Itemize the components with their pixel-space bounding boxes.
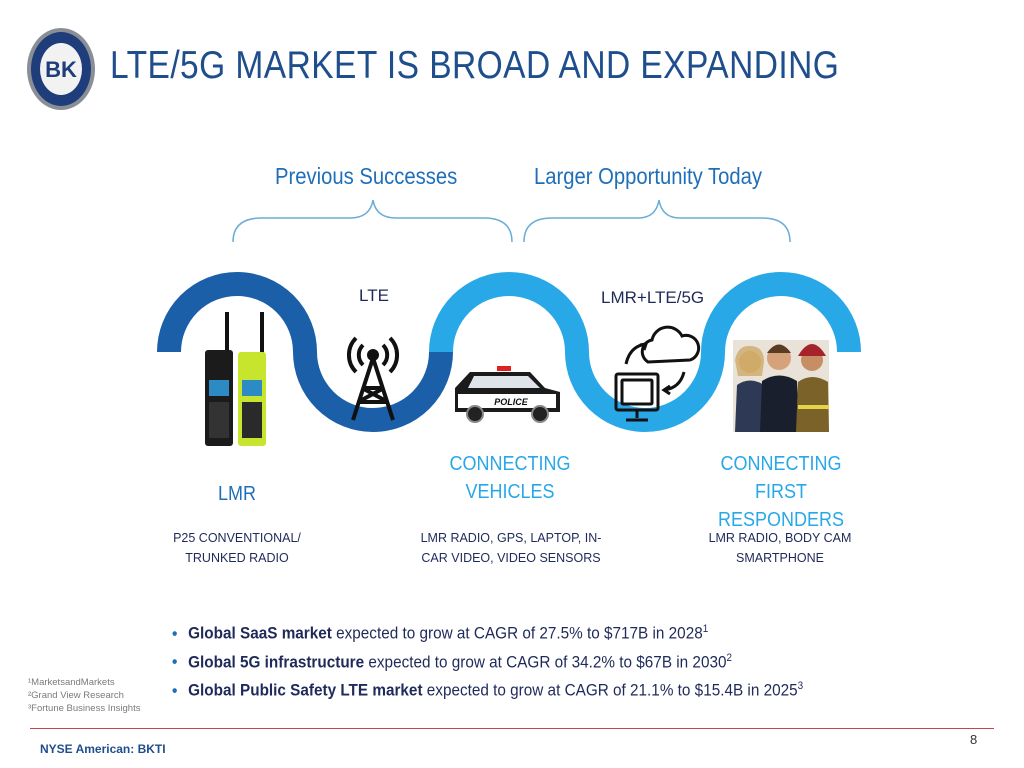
bullet-5g-text: expected to grow at CAGR of 34.2% to $67… [364, 652, 727, 672]
stage-lmr-label: LMR [217, 483, 256, 505]
bullet-public-safety: • Global Public Safety LTE market expecte… [172, 680, 804, 700]
bk-logo: BK [27, 28, 95, 110]
bullet-saas: • Global SaaS market expected to grow at … [172, 623, 709, 643]
stage-vehicles-line1: CONNECTING [449, 453, 571, 475]
stage-vehicles-description: LMR RADIO, GPS, LAPTOP, IN- CAR VIDEO, V… [412, 528, 610, 568]
bullet-public-safety-sup: 3 [797, 680, 804, 693]
connector-lte: LTE [359, 286, 389, 305]
section-previous-successes: Previous Successes [275, 163, 458, 189]
stage-responders-line1: CONNECTING [720, 453, 842, 475]
bullet-saas-bold: Global SaaS market [188, 623, 332, 643]
cloud-computer-icon [614, 325, 701, 422]
bullet-saas-sup: 1 [702, 623, 709, 635]
stage-responders-description: LMR RADIO, BODY CAM SMARTPHONE [700, 528, 860, 568]
police-car-icon: POLICE [455, 366, 560, 423]
section-larger-opportunity: Larger Opportunity Today [534, 163, 763, 189]
stage-responders-desc-line2: SMARTPHONE [736, 551, 824, 565]
stage-vehicles-desc-line1: LMR RADIO, GPS, LAPTOP, IN- [420, 531, 602, 545]
wave-arc-3 [429, 272, 589, 353]
stage-responders-desc-line1: LMR RADIO, BODY CAM [708, 531, 852, 545]
cell-tower-icon [346, 336, 400, 421]
first-responders-icon [733, 340, 829, 432]
stage-responders-line2: FIRST RESPONDERS [717, 481, 845, 531]
bullet-5g-sup: 2 [726, 651, 732, 664]
footnote-3: ³Fortune Business Insights [28, 703, 141, 714]
stage-vehicles-line2: VEHICLES [465, 481, 555, 503]
market-bullets: • Global SaaS market expected to grow at … [172, 617, 892, 703]
stage-vehicles-label: CONNECTING VEHICLES [438, 450, 582, 506]
bullet-saas-text: expected to grow at CAGR of 27.5% to $71… [331, 623, 703, 643]
footer-ticker: NYSE American: BKTI [40, 742, 166, 756]
footnotes: ¹MarketsandMarkets ²Grand View Research … [28, 676, 140, 715]
brace-previous [232, 199, 513, 243]
page-title: LTE/5G MARKET IS BROAD AND EXPANDING [110, 44, 840, 87]
connector-lmr-lte-5g: LMR+LTE/5G [601, 288, 705, 307]
bullet-5g: • Global 5G infrastructure expected to gr… [172, 651, 732, 672]
wave-arc-2 [293, 351, 453, 432]
bullet-5g-bold: Global 5G infrastructure [188, 652, 365, 672]
logo-text: BK [45, 57, 77, 82]
stage-lmr-desc-line2: TRUNKED RADIO [185, 551, 289, 565]
footnote-1: ¹MarketsandMarkets [28, 677, 115, 688]
police-text: POLICE [494, 397, 529, 407]
footer-divider [30, 728, 994, 729]
radio-icon [205, 312, 266, 446]
stage-responders-label: CONNECTING FIRST RESPONDERS [696, 450, 867, 534]
bullet-public-safety-bold: Global Public Safety LTE market [188, 680, 423, 700]
stage-lmr-description: P25 CONVENTIONAL/ TRUNKED RADIO [160, 528, 314, 568]
page-number: 8 [970, 732, 978, 747]
wave-arc-1 [157, 272, 317, 353]
stage-lmr-desc-line1: P25 CONVENTIONAL/ [173, 531, 301, 545]
footnote-2: ²Grand View Research [28, 690, 124, 701]
bullet-public-safety-text: expected to grow at CAGR of 21.1% to $15… [422, 680, 798, 700]
stage-vehicles-desc-line2: CAR VIDEO, VIDEO SENSORS [421, 551, 601, 565]
wave-arc-5 [701, 272, 861, 353]
brace-larger [523, 199, 791, 243]
